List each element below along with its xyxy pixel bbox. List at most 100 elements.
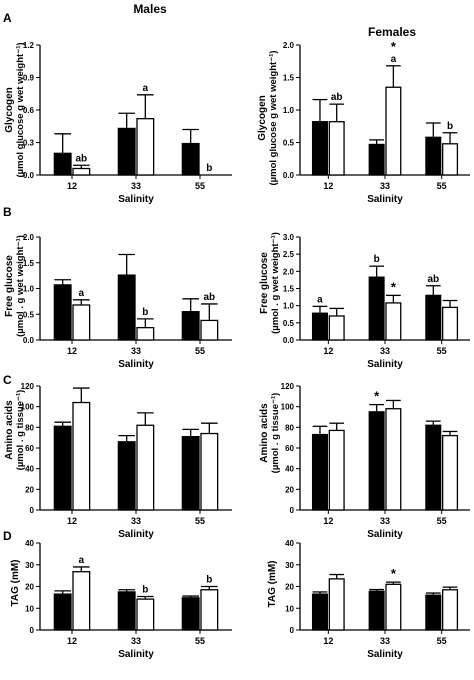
x-axis-label: Salinity	[367, 529, 403, 540]
significance-letter: b	[142, 585, 148, 596]
bar-open	[136, 424, 155, 511]
bar-filled	[311, 121, 328, 176]
ylabel-amino-acids-males-units: (µmol . g tissue⁻¹)	[15, 390, 26, 471]
x-tick-label: 12	[323, 346, 333, 356]
y-tick-label: 3.0	[283, 233, 295, 242]
significance-letter: a	[143, 83, 149, 94]
panel-letter-a: A	[3, 11, 12, 25]
y-tick-label: 40	[25, 539, 34, 548]
bar-filled	[53, 425, 72, 511]
y-tick-label: 60	[25, 444, 34, 453]
x-tick-label: 12	[67, 346, 77, 356]
y-tick-label: 0.0	[283, 336, 295, 345]
significance-letter: a	[79, 555, 85, 566]
y-tick-label: 100	[21, 403, 35, 412]
bar-open	[328, 578, 345, 631]
x-axis-label: Salinity	[118, 194, 154, 205]
panel-letter-d: D	[3, 529, 12, 543]
x-axis-label: Salinity	[118, 649, 154, 660]
x-tick-label: 12	[323, 516, 333, 526]
y-tick-label: 0.5	[23, 310, 35, 319]
panel-letter-b: B	[3, 205, 12, 219]
x-axis-label: Salinity	[367, 649, 403, 660]
y-tick-label: 20	[25, 485, 34, 494]
significance-letter: a	[79, 288, 85, 299]
chart-a-females: 0.0 0.5 1.0 1.5 2.0 12 33 55 ab a* b Salinity	[283, 39, 470, 205]
x-axis-label: Salinity	[118, 359, 154, 370]
x-tick-label: 55	[195, 636, 205, 646]
bar-filled	[53, 593, 72, 631]
ylabel-amino-acids-females: Amino acids	[259, 403, 270, 463]
x-tick-label: 33	[131, 346, 141, 356]
y-tick-label: 40	[285, 539, 294, 548]
x-tick-label: 33	[380, 516, 390, 526]
y-tick-label: 10	[25, 604, 34, 613]
ylabel-amino-acids-males: Amino acids	[4, 400, 15, 460]
y-tick-label: 120	[281, 382, 295, 391]
y-tick-label: 1.5	[23, 259, 35, 268]
x-tick-label: 33	[380, 636, 390, 646]
bar-filled	[425, 424, 442, 511]
x-tick-label: 55	[437, 636, 447, 646]
x-tick-label: 55	[195, 516, 205, 526]
x-tick-label: 12	[323, 181, 333, 191]
bar-open	[385, 302, 402, 341]
x-tick-label: 33	[380, 181, 390, 191]
bar-open	[200, 589, 219, 631]
y-tick-label: 1.0	[23, 285, 35, 294]
bar-filled	[311, 433, 328, 511]
x-tick-label: 55	[195, 181, 205, 191]
y-tick-label: 80	[25, 423, 34, 432]
bar-filled	[368, 411, 385, 511]
x-tick-label: 12	[67, 516, 77, 526]
bar-filled	[368, 590, 385, 631]
x-axis-label: Salinity	[367, 194, 403, 205]
y-tick-label: 80	[285, 423, 294, 432]
bar-open	[328, 121, 345, 176]
y-tick-label: 0	[290, 506, 295, 515]
ylabel-glycogen-females: Glycogen	[257, 95, 268, 141]
y-tick-label: 0	[30, 626, 35, 635]
y-tick-label: 0.0	[23, 171, 35, 180]
bar-filled	[117, 274, 136, 341]
bar-filled	[117, 591, 136, 631]
significance-asterisk: *	[374, 389, 380, 404]
bar-filled	[53, 152, 72, 176]
y-tick-label: 30	[25, 561, 34, 570]
y-tick-label: 10	[285, 604, 294, 613]
bar-filled	[425, 294, 442, 341]
y-tick-label: 40	[25, 465, 34, 474]
y-tick-label: 0.6	[23, 106, 35, 115]
significance-letter: b	[447, 121, 453, 132]
significance-letter: ab	[331, 92, 343, 103]
ylabel-free-glucose-males-units: (µmol . g wet weight⁻¹)	[15, 235, 26, 337]
column-title-females: Females	[368, 25, 416, 39]
y-tick-label: 0	[290, 626, 295, 635]
y-tick-label: 1.0	[283, 106, 295, 115]
significance-letter: ab	[203, 292, 215, 303]
bar-open	[442, 434, 459, 511]
y-tick-label: 120	[21, 382, 35, 391]
x-tick-label: 33	[131, 516, 141, 526]
column-title-males: Males	[133, 2, 167, 16]
ylabel-amino-acids-females-units: (µmol . g tissue⁻¹)	[270, 393, 281, 474]
bar-open	[442, 589, 459, 631]
bar-open	[385, 408, 402, 511]
bar-open	[72, 571, 91, 631]
chart-d-females: 0 10 20 30 40 12 33 55 * Salinity	[285, 539, 470, 660]
significance-asterisk: *	[391, 279, 397, 294]
bar-filled	[311, 593, 328, 631]
bar-filled	[181, 435, 200, 511]
y-tick-label: 30	[285, 561, 294, 570]
y-tick-label: 0.9	[23, 74, 35, 83]
ylabel-glycogen-males: Glycogen	[4, 87, 15, 133]
x-tick-label: 33	[131, 636, 141, 646]
significance-letter: ab	[427, 274, 439, 285]
bar-filled	[181, 142, 200, 176]
bar-open	[136, 326, 155, 341]
y-tick-label: 0.5	[283, 319, 295, 328]
ylabel-free-glucose-males: Free glucose	[4, 255, 15, 317]
bar-open	[328, 315, 345, 341]
y-tick-label: 2.5	[283, 250, 295, 259]
